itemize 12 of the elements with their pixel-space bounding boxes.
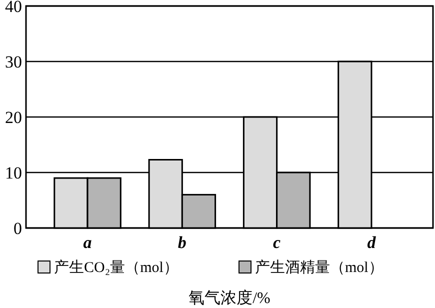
y-tick-label: 0 [14, 218, 22, 238]
y-tick-label: 10 [5, 163, 22, 182]
x-tick-label: d [367, 233, 376, 252]
y-tick-label: 20 [5, 108, 22, 127]
y-tick-label: 40 [5, 0, 22, 16]
y-tick-label: 30 [5, 52, 22, 72]
x-tick-label: a [83, 233, 92, 252]
x-tick-label: c [273, 233, 282, 252]
x-tick-label: b [178, 233, 186, 252]
legend-label: 产生CO₂量（mol） [54, 259, 178, 276]
legend-label: 产生酒精量（mol） [255, 259, 384, 276]
x-axis-title: 氧气浓度/% [188, 289, 270, 307]
